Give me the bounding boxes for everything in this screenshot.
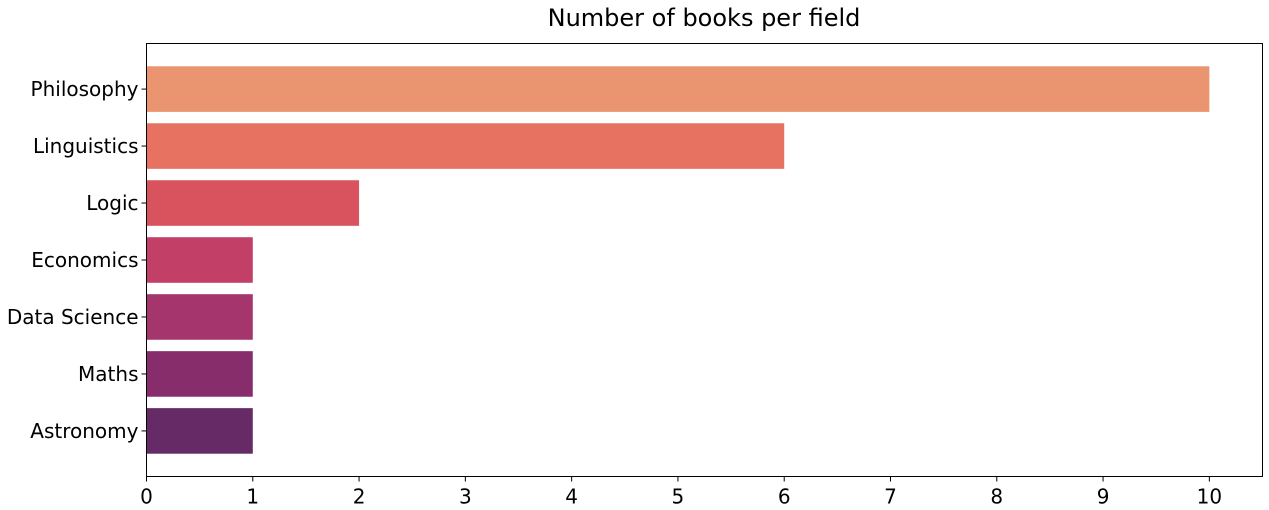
x-tick-label-9: 9 xyxy=(1097,485,1110,509)
bars-group xyxy=(146,66,1210,454)
x-tick-label-6: 6 xyxy=(778,485,791,509)
bar-economics xyxy=(146,237,253,283)
y-tick-label-data-science: Data Science xyxy=(7,305,139,329)
x-tick-label-8: 8 xyxy=(990,485,1003,509)
bar-maths xyxy=(146,351,253,397)
x-axis: 0 1 2 3 4 5 6 7 8 9 10 xyxy=(140,476,1222,509)
chart-title: Number of books per field xyxy=(548,4,861,32)
y-tick-label-philosophy: Philosophy xyxy=(31,77,139,101)
y-tick-label-logic: Logic xyxy=(86,191,138,215)
bar-philosophy xyxy=(146,66,1210,112)
bar-logic xyxy=(146,180,360,226)
x-tick-label-5: 5 xyxy=(672,485,685,509)
x-tick-label-4: 4 xyxy=(565,485,578,509)
x-tick-label-0: 0 xyxy=(140,485,153,509)
x-tick-label-2: 2 xyxy=(353,485,366,509)
x-tick-label-10: 10 xyxy=(1197,485,1222,509)
bar-data-science xyxy=(146,294,253,340)
y-tick-label-maths: Maths xyxy=(78,362,138,386)
y-tick-label-linguistics: Linguistics xyxy=(33,134,139,158)
bar-astronomy xyxy=(146,408,253,454)
bar-linguistics xyxy=(146,123,785,169)
x-tick-label-1: 1 xyxy=(246,485,259,509)
y-tick-label-astronomy: Astronomy xyxy=(30,419,138,443)
y-tick-label-economics: Economics xyxy=(31,248,138,272)
x-tick-label-7: 7 xyxy=(884,485,897,509)
y-axis: Philosophy Linguistics Logic Economics Data … xyxy=(7,77,147,443)
x-tick-label-3: 3 xyxy=(459,485,472,509)
